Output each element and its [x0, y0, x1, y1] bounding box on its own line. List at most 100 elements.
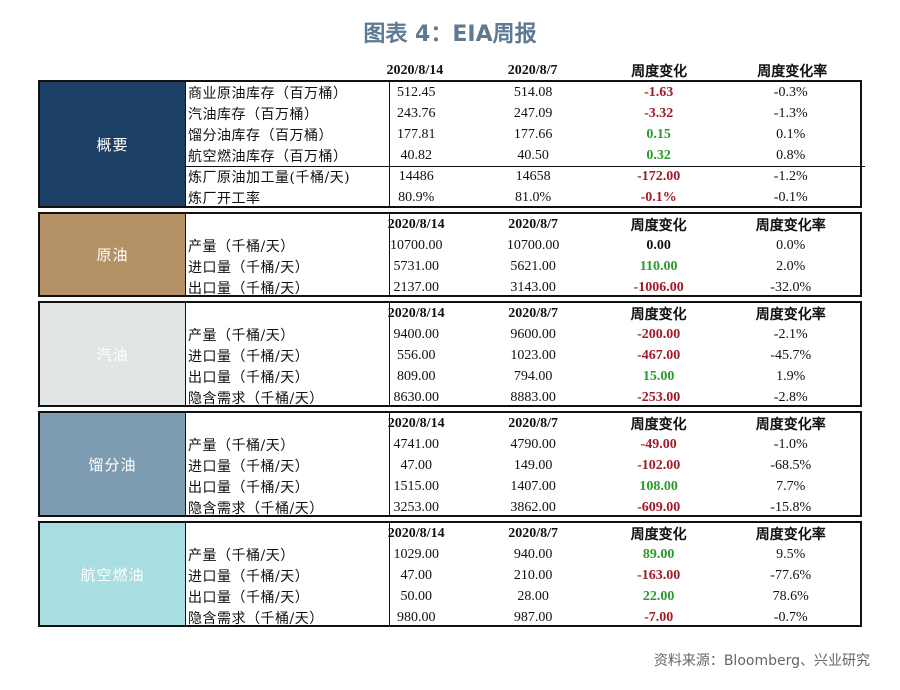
figure-title: 图表 4：EIA周报	[363, 22, 537, 47]
section-label-crude: 原油	[40, 214, 185, 295]
row-value-current: 1029.00	[393, 546, 439, 562]
section-grid: 2020/8/14 2020/8/7 周度变化 周度变化率 产量（千桶/天） 4741.0…	[185, 413, 860, 518]
row-weekly-change-rate: -1.3%	[773, 105, 808, 121]
section-grid: 2020/8/14 2020/8/7 周度变化 周度变化率 产量（千桶/天） 1029.0…	[185, 523, 860, 627]
column-divider	[389, 82, 390, 206]
row-item-name: 产量（千桶/天）	[188, 238, 295, 255]
header-weekly-change-rate: 周度变化率	[755, 217, 826, 234]
row-item-name: 炼厂原油加工量(千桶/天)	[188, 169, 351, 186]
row-weekly-change-rate: 0.1%	[776, 126, 806, 142]
row-item-name: 进口量（千桶/天）	[188, 568, 310, 585]
row-weekly-change: -163.00	[637, 567, 681, 583]
table-row: 出口量（千桶/天） 809.00 794.00 15.00 1.9%	[186, 366, 860, 387]
row-weekly-change-rate: 78.6%	[772, 588, 809, 604]
section-header-row: 2020/8/14 2020/8/7 周度变化 周度变化率	[186, 523, 860, 544]
row-item-name: 进口量（千桶/天）	[188, 348, 310, 365]
section-gasoline: 汽油 2020/8/14 2020/8/7 周度变化 周度变化率 产量（千桶/天） 940…	[38, 301, 862, 407]
row-value-current: 8630.00	[393, 389, 439, 405]
column-divider	[389, 303, 390, 405]
row-item-name: 航空燃油库存（百万桶）	[188, 148, 348, 165]
header-date-1: 2020/8/14	[387, 525, 445, 541]
row-weekly-change-rate: 2.0%	[776, 258, 806, 274]
row-item-name: 汽油库存（百万桶）	[188, 106, 319, 123]
header-date-2: 2020/8/7	[508, 525, 558, 541]
source-note: 资料来源：Bloomberg、兴业研究	[653, 653, 870, 669]
table-row: 产量（千桶/天） 10700.00 10700.00 0.00 0.0%	[186, 235, 860, 256]
row-value-current: 9400.00	[393, 326, 439, 342]
header-weekly-change-rate: 周度变化率	[755, 526, 826, 543]
row-value-previous: 1023.00	[510, 347, 556, 363]
header-date-1: 2020/8/14	[387, 415, 445, 431]
row-weekly-change: -3.32	[644, 105, 674, 121]
row-value-current: 14486	[398, 168, 434, 184]
row-weekly-change: 110.00	[639, 258, 678, 274]
row-value-current: 3253.00	[393, 499, 439, 515]
row-item-name: 商业原油库存（百万桶）	[188, 85, 348, 102]
row-weekly-change: 108.00	[639, 478, 678, 494]
row-weekly-change: -1006.00	[633, 279, 684, 295]
header-date-1: 2020/8/14	[387, 305, 445, 321]
row-value-current: 40.82	[400, 147, 432, 163]
section-header-row: 2020/8/14 2020/8/7 周度变化 周度变化率	[186, 214, 860, 235]
table-row: 出口量（千桶/天） 50.00 28.00 22.00 78.6%	[186, 586, 860, 607]
header-spacer	[186, 214, 362, 235]
row-weekly-change-rate: -0.3%	[773, 84, 808, 100]
header-date-2: 2020/8/7	[508, 415, 558, 431]
row-value-current: 50.00	[400, 588, 432, 604]
row-weekly-change: 15.00	[642, 368, 675, 384]
row-item-name: 出口量（千桶/天）	[188, 479, 310, 496]
row-value-previous: 40.50	[517, 147, 549, 163]
section-grid: 商业原油库存（百万桶） 512.45 514.08 -1.63 -0.3% 汽油库存（百万…	[185, 82, 865, 208]
header-weekly-change: 周度变化	[630, 416, 687, 433]
table-row: 商业原油库存（百万桶） 512.45 514.08 -1.63 -0.3%	[186, 82, 860, 103]
column-divider	[389, 214, 390, 295]
row-value-previous: 3862.00	[510, 499, 556, 515]
row-item-name: 隐含需求（千桶/天）	[188, 610, 324, 627]
row-weekly-change: -467.00	[637, 347, 681, 363]
table-row: 隐含需求（千桶/天） 3253.00 3862.00 -609.00 -15.8%	[186, 497, 860, 518]
row-weekly-change-rate: 9.5%	[776, 546, 806, 562]
row-item-name: 产量（千桶/天）	[188, 547, 295, 564]
section-crude: 原油 2020/8/14 2020/8/7 周度变化 周度变化率产量（千桶/天） 107…	[38, 212, 862, 297]
row-item-name: 隐含需求（千桶/天）	[188, 390, 324, 407]
row-weekly-change: 0.15	[646, 126, 671, 142]
header-spacer	[186, 303, 362, 324]
row-item-name: 进口量（千桶/天）	[188, 458, 310, 475]
table-row: 出口量（千桶/天） 2137.00 3143.00 -1006.00 -32.0%	[186, 277, 860, 298]
table-row: 产量（千桶/天） 9400.00 9600.00 -200.00 -2.1%	[186, 324, 860, 345]
row-weekly-change: -172.00	[637, 168, 681, 184]
table-row: 进口量（千桶/天） 556.00 1023.00 -467.00 -45.7%	[186, 345, 860, 366]
section-header-row: 2020/8/14 2020/8/7 周度变化 周度变化率	[186, 303, 860, 324]
column-divider	[389, 523, 390, 625]
row-weekly-change: -609.00	[637, 499, 681, 515]
header-date-2: 2020/8/7	[508, 216, 558, 232]
row-weekly-change: -253.00	[637, 389, 681, 405]
row-value-current: 47.00	[400, 457, 432, 473]
row-value-current: 80.9%	[398, 189, 435, 205]
row-weekly-change-rate: -0.1%	[773, 189, 808, 205]
row-value-previous: 1407.00	[510, 478, 556, 494]
row-weekly-change-rate: -0.7%	[773, 609, 808, 625]
row-weekly-change-rate: -15.8%	[770, 499, 812, 515]
row-weekly-change: -7.00	[644, 609, 674, 625]
header-spacer	[186, 523, 362, 544]
section-header-row: 2020/8/14 2020/8/7 周度变化 周度变化率	[186, 413, 860, 434]
table-row: 馏分油库存（百万桶） 177.81 177.66 0.15 0.1%	[186, 124, 860, 145]
row-value-current: 980.00	[396, 609, 436, 625]
row-weekly-change-rate: -77.6%	[770, 567, 812, 583]
row-value-previous: 81.0%	[515, 189, 552, 205]
row-value-previous: 10700.00	[506, 237, 560, 253]
row-value-previous: 8883.00	[510, 389, 556, 405]
row-value-previous: 940.00	[513, 546, 553, 562]
table-row: 进口量（千桶/天） 47.00 210.00 -163.00 -77.6%	[186, 565, 860, 586]
row-value-previous: 3143.00	[510, 279, 556, 295]
section-label-distillate: 馏分油	[40, 413, 185, 515]
table-row: 炼厂开工率 80.9% 81.0% -0.1% -0.1%	[186, 187, 860, 208]
row-value-current: 10700.00	[389, 237, 443, 253]
row-weekly-change-rate: -2.8%	[773, 389, 808, 405]
row-value-current: 4741.00	[393, 436, 439, 452]
row-value-previous: 987.00	[513, 609, 553, 625]
row-value-previous: 9600.00	[510, 326, 556, 342]
row-weekly-change: -102.00	[637, 457, 681, 473]
section-label-overview: 概要	[40, 82, 185, 206]
